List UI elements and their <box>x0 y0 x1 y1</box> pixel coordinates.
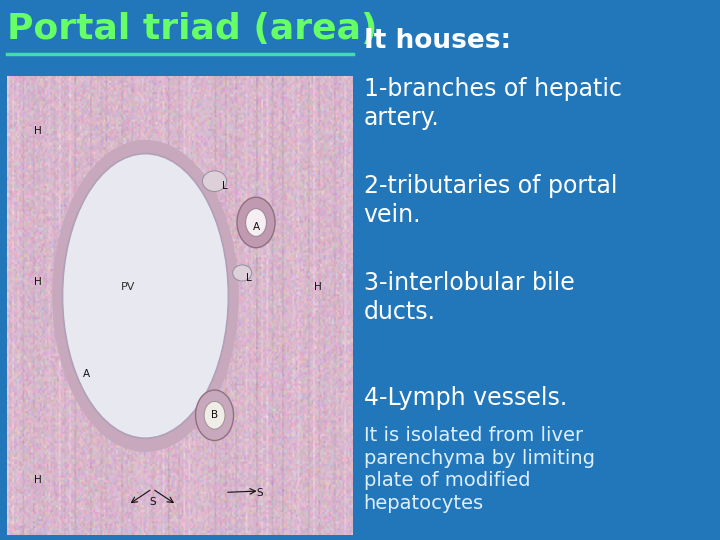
Text: It is isolated from liver
parenchyma by limiting
plate of modified
hepatocytes: It is isolated from liver parenchyma by … <box>364 426 595 513</box>
Text: 1-branches of hepatic
artery.: 1-branches of hepatic artery. <box>364 77 621 130</box>
Text: H: H <box>35 277 42 287</box>
Text: L: L <box>246 273 252 282</box>
Text: 4-Lymph vessels.: 4-Lymph vessels. <box>364 387 567 410</box>
Text: L: L <box>222 181 228 191</box>
Text: 3-interlobular bile
ducts.: 3-interlobular bile ducts. <box>364 271 575 324</box>
Text: 2-tributaries of portal
vein.: 2-tributaries of portal vein. <box>364 174 617 227</box>
Circle shape <box>204 401 225 429</box>
Text: H: H <box>35 126 42 136</box>
Ellipse shape <box>52 140 239 452</box>
Circle shape <box>196 390 233 441</box>
Text: S: S <box>256 488 263 498</box>
Text: H: H <box>35 475 42 484</box>
Ellipse shape <box>63 153 228 438</box>
Text: PV: PV <box>121 282 135 292</box>
Circle shape <box>237 197 275 248</box>
Text: A: A <box>83 369 90 379</box>
Ellipse shape <box>202 171 227 192</box>
Ellipse shape <box>233 265 252 281</box>
Text: A: A <box>253 222 260 232</box>
Text: It houses:: It houses: <box>364 28 510 54</box>
Text: S: S <box>149 497 156 508</box>
Text: Portal triad (area): Portal triad (area) <box>7 12 378 46</box>
Circle shape <box>246 208 266 237</box>
Text: H: H <box>315 282 322 292</box>
Text: B: B <box>211 410 218 420</box>
